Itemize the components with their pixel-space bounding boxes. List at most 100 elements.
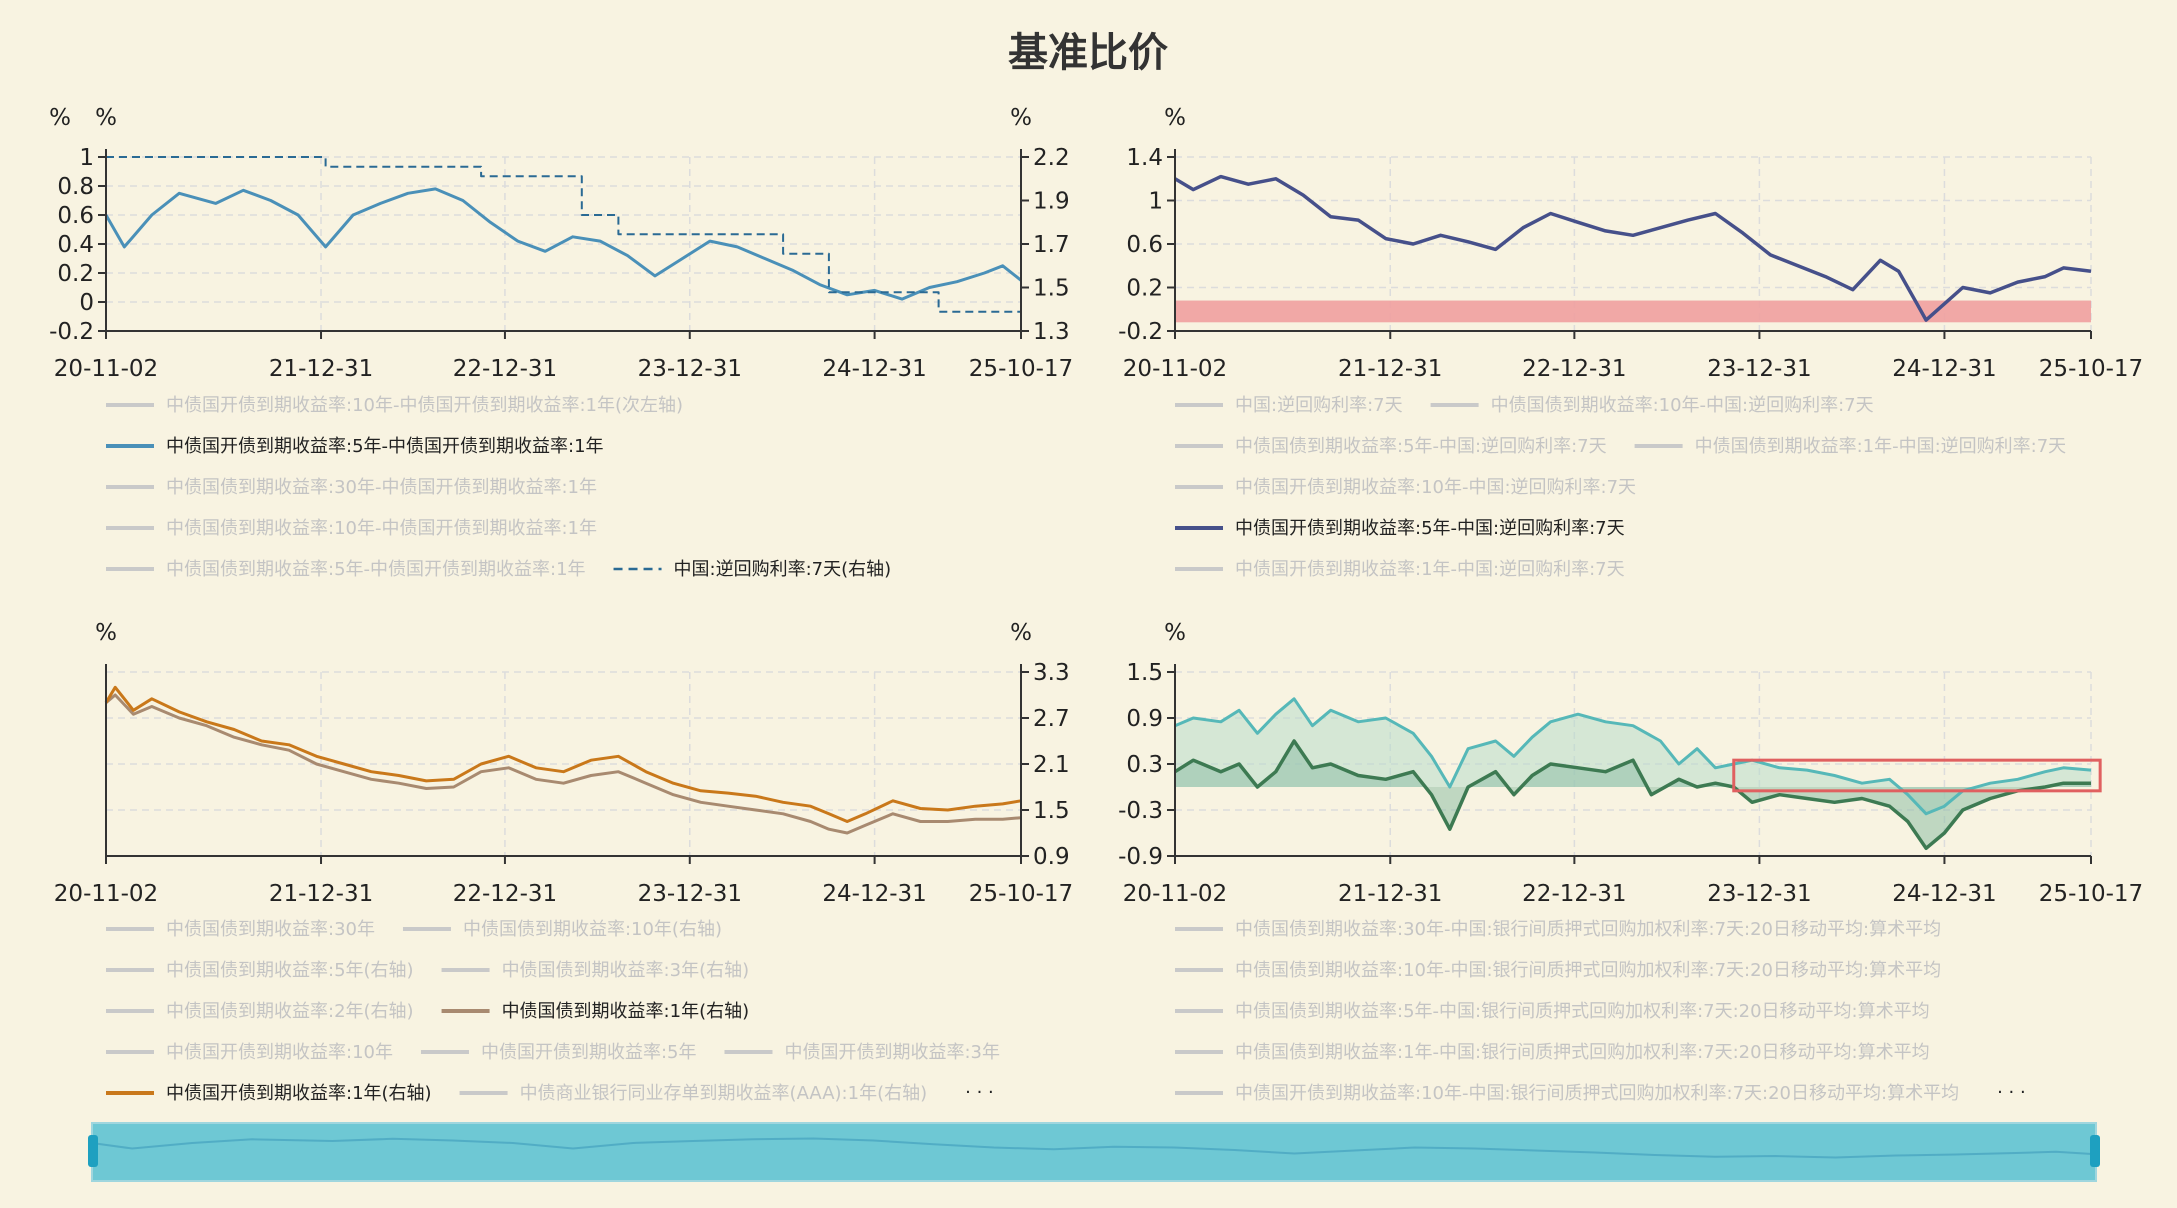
legend-label: 中债国债到期收益率:30年-中债国开债到期收益率:1年 — [166, 477, 597, 498]
y-tick-label: 0.2 — [57, 261, 94, 287]
legend-item[interactable]: 中债国债到期收益率:30年-中债国开债到期收益率:1年 — [106, 477, 597, 498]
legend-item[interactable]: 中债国债到期收益率:30年-中国:银行间质押式回购加权利率:7天:20日移动平均… — [1175, 919, 1941, 940]
legend-label: 中债国开债到期收益率:5年-中债国开债到期收益率:1年 — [166, 436, 604, 457]
legend-item[interactable]: 中债国债到期收益率:1年-中国:银行间质押式回购加权利率:7天:20日移动平均:… — [1175, 1042, 1930, 1063]
x-tick-label: 25-10-17 — [2039, 356, 2143, 382]
slider-track[interactable] — [91, 1122, 2097, 1182]
legend-label: 中债国债到期收益率:30年 — [166, 919, 375, 940]
legend-label: 中债国开债到期收益率:10年-中国:逆回购利率:7天 — [1235, 477, 1636, 498]
y2-tick-label: 2.1 — [1033, 752, 1070, 778]
legend-label: 中债国债到期收益率:5年-中国:逆回购利率:7天 — [1235, 436, 1607, 457]
legend-item[interactable]: · · · — [1997, 1082, 2026, 1103]
legend-item[interactable]: 中债国开债到期收益率:1年-中国:逆回购利率:7天 — [1175, 559, 1625, 580]
legend-label: 中债国开债到期收益率:10年-中债国开债到期收益率:1年(次左轴) — [166, 395, 683, 416]
legend-item[interactable]: 中债国债到期收益率:3年(右轴) — [441, 960, 750, 981]
y2-tick-label: 3.3 — [1033, 660, 1070, 686]
series-line-1[interactable] — [105, 693, 1022, 835]
legend-item[interactable]: 中债国债到期收益率:1年(右轴) — [441, 1001, 750, 1022]
y-tick-label: -0.9 — [1118, 844, 1163, 870]
y-tick-label: 0.4 — [57, 232, 94, 258]
legend-item[interactable]: 中债国开债到期收益率:10年 — [106, 1042, 393, 1063]
legend-item[interactable]: 中债国开债到期收益率:10年-中国:逆回购利率:7天 — [1175, 477, 1636, 498]
legend-item[interactable]: 中债国债到期收益率:10年-中国:银行间质押式回购加权利率:7天:20日移动平均… — [1175, 960, 1941, 981]
series-line-2[interactable] — [104, 685, 1022, 823]
y2-tick-label: 0.9 — [1033, 844, 1070, 870]
x-tick-label: 23-12-31 — [638, 881, 742, 907]
legend-item[interactable]: 中债国开债到期收益率:3年 — [724, 1042, 1000, 1063]
x-tick-label: 24-12-31 — [822, 356, 926, 382]
legend-more[interactable]: · · · — [1997, 1082, 2026, 1103]
x-tick-label: 24-12-31 — [1892, 356, 1996, 382]
legend-item[interactable]: 中债国债到期收益率:10年(右轴) — [402, 919, 722, 940]
y-tick-label: 1.5 — [1126, 660, 1163, 686]
legend-item[interactable]: 中债国债到期收益率:10年-中国:逆回购利率:7天 — [1430, 395, 1874, 416]
y-tick-label: 0.2 — [1126, 276, 1163, 302]
legend-item[interactable]: 中债国债到期收益率:5年-中债国开债到期收益率:1年 — [106, 559, 586, 580]
legend-item[interactable]: · · · — [965, 1082, 994, 1103]
data-zoom-slider[interactable] — [88, 1122, 2100, 1182]
legend-item[interactable]: 中债商业银行同业存单到期收益率(AAA):1年(右轴) — [459, 1083, 928, 1104]
y-tick-label: 1 — [79, 145, 94, 171]
legend-item[interactable]: 中债国开债到期收益率:10年-中国:银行间质押式回购加权利率:7天:20日移动平… — [1175, 1083, 1959, 1104]
chart-panel-4: 1.5 0.9 0.3 -0.3 -0.9 20-11-02 21-12-31 22-12-3… — [1118, 620, 2143, 1104]
highlight-band — [1175, 300, 2091, 323]
legend-label: 中债国债到期收益率:10年-中债国开债到期收益率:1年 — [166, 518, 597, 539]
legend-label: 中债国开债到期收益率:5年 — [481, 1042, 697, 1063]
slider-handle-right[interactable] — [2090, 1135, 2100, 1167]
legend-item[interactable]: 中债国债到期收益率:1年-中国:逆回购利率:7天 — [1634, 436, 2067, 457]
x-tick-label: 25-10-17 — [969, 881, 1073, 907]
legend-item[interactable]: 中债国开债到期收益率:10年-中债国开债到期收益率:1年(次左轴) — [106, 395, 683, 416]
x-tick-label: 20-11-02 — [1123, 881, 1227, 907]
legend-item[interactable]: 中债国债到期收益率:2年(右轴) — [106, 1001, 414, 1022]
legend-more[interactable]: · · · — [965, 1082, 994, 1103]
y2-tick-label: 1.5 — [1033, 798, 1070, 824]
legend-label: 中债国债到期收益率:30年-中国:银行间质押式回购加权利率:7天:20日移动平均… — [1235, 919, 1941, 940]
legend-item[interactable]: 中债国债到期收益率:5年-中国:银行间质押式回购加权利率:7天:20日移动平均:… — [1175, 1001, 1930, 1022]
legend-label: 中债国债到期收益率:10年-中国:银行间质押式回购加权利率:7天:20日移动平均… — [1235, 960, 1941, 981]
slider-handle-left[interactable] — [88, 1135, 98, 1167]
chart-panel-2: 1.4 1 0.6 0.2 -0.2 20-11-02 21-12-31 22-12-31 23… — [1118, 105, 2143, 580]
legend-label: 中债国债到期收益率:1年-中国:银行间质押式回购加权利率:7天:20日移动平均:… — [1235, 1042, 1930, 1063]
legend-item[interactable]: 中国:逆回购利率:7天 — [1175, 395, 1403, 416]
y-tick-label: 0 — [79, 290, 94, 316]
series-line-2[interactable] — [106, 156, 1021, 313]
legend-item[interactable]: 中债国债到期收益率:10年-中债国开债到期收益率:1年 — [106, 518, 597, 539]
series-line-1[interactable] — [1174, 174, 2092, 322]
x-tick-label: 25-10-17 — [2039, 881, 2143, 907]
legend-label: 中债国开债到期收益率:3年 — [784, 1042, 1000, 1063]
x-tick-label: 25-10-17 — [969, 356, 1073, 382]
x-tick-label: 20-11-02 — [54, 881, 158, 907]
y-tick-label: 0.8 — [57, 174, 94, 200]
legend-item[interactable]: 中债国债到期收益率:5年-中国:逆回购利率:7天 — [1175, 436, 1607, 457]
legend-item[interactable]: 中债国债到期收益率:30年 — [106, 919, 375, 940]
series-line-2[interactable] — [1174, 739, 2091, 851]
legend-label: 中债国债到期收益率:10年-中国:逆回购利率:7天 — [1491, 395, 1874, 416]
legend-item[interactable]: 中债国开债到期收益率:5年 — [420, 1042, 697, 1063]
highlight-box — [1732, 758, 2102, 793]
legend-item[interactable]: 中债国开债到期收益率:1年(右轴) — [106, 1083, 432, 1104]
legend-item[interactable]: 中债国债到期收益率:5年(右轴) — [106, 960, 414, 981]
legend-label: 中债国债到期收益率:5年-中国:银行间质押式回购加权利率:7天:20日移动平均:… — [1235, 1001, 1930, 1022]
legend-label: 中债国开债到期收益率:5年-中国:逆回购利率:7天 — [1235, 518, 1625, 539]
chart-panel-1: 1 0.8 0.6 0.4 0.2 0 -0.2 2.2 1.9 1.7 1.5 1.3 20-11-0… — [49, 105, 1073, 580]
legend-item[interactable]: 中国:逆回购利率:7天(右轴) — [613, 559, 892, 580]
x-tick-label: 23-12-31 — [1707, 356, 1811, 382]
series-line-1[interactable] — [1174, 697, 2092, 816]
y2-tick-label: 2.7 — [1033, 706, 1070, 732]
x-tick-label: 24-12-31 — [822, 881, 926, 907]
x-tick-label: 21-12-31 — [1338, 881, 1442, 907]
legend-label: 中债国开债到期收益率:10年-中国:银行间质押式回购加权利率:7天:20日移动平… — [1235, 1083, 1959, 1104]
legend-item[interactable]: 中债国开债到期收益率:5年-中债国开债到期收益率:1年 — [106, 436, 604, 457]
x-tick-label: 22-12-31 — [453, 356, 557, 382]
y-tick-label: 1 — [1148, 189, 1163, 215]
legend: 中债国开债到期收益率:10年-中债国开债到期收益率:1年(次左轴) 中债国开债到期… — [106, 395, 891, 580]
x-tick-label: 24-12-31 — [1892, 881, 1996, 907]
y-tick-label: -0.2 — [1118, 319, 1163, 345]
legend-label: 中债国债到期收益率:3年(右轴) — [502, 960, 750, 981]
x-tick-label: 22-12-31 — [1522, 881, 1626, 907]
y2-tick-label: 1.5 — [1033, 276, 1070, 302]
y2-tick-label: 1.9 — [1033, 189, 1070, 215]
legend-label: 中债国开债到期收益率:10年 — [166, 1042, 393, 1063]
legend-item[interactable]: 中债国开债到期收益率:5年-中国:逆回购利率:7天 — [1175, 518, 1625, 539]
x-tick-label: 21-12-31 — [269, 881, 373, 907]
